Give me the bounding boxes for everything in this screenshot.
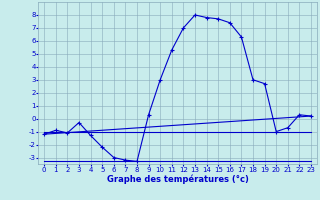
X-axis label: Graphe des températures (°c): Graphe des températures (°c) (107, 174, 249, 184)
